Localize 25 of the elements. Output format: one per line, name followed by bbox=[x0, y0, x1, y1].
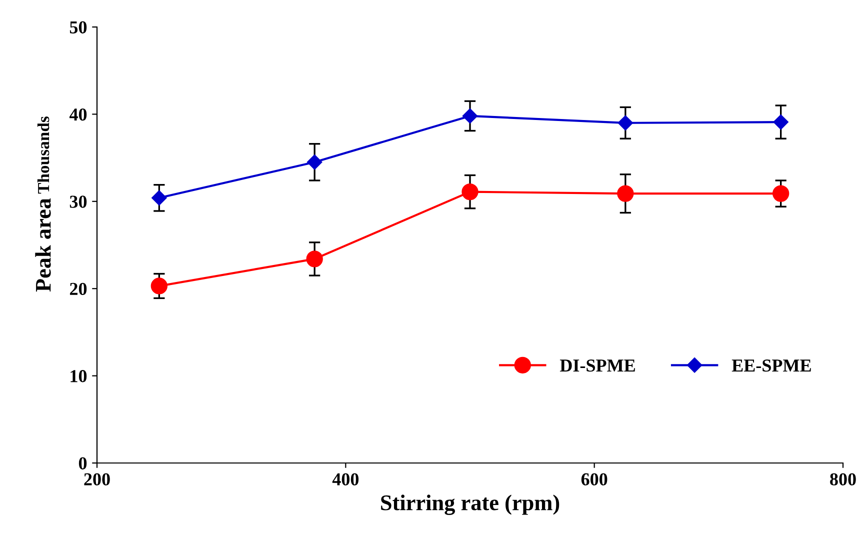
y-tick-label: 20 bbox=[70, 282, 87, 296]
legend-label: EE-SPME bbox=[732, 360, 811, 372]
point bbox=[462, 183, 478, 200]
point bbox=[773, 114, 788, 130]
y-tick-label: 10 bbox=[70, 370, 87, 382]
point bbox=[150, 278, 168, 294]
text: Thousands bbox=[37, 116, 50, 194]
x-tick-label: 800 bbox=[830, 473, 856, 486]
point bbox=[772, 185, 790, 202]
point bbox=[307, 154, 322, 170]
point bbox=[618, 115, 633, 130]
legend-label: DI-SPME bbox=[560, 360, 635, 372]
y-tick-label: 0 bbox=[78, 457, 87, 470]
x-tick-label: 200 bbox=[84, 473, 110, 486]
point bbox=[462, 108, 478, 124]
point bbox=[152, 190, 167, 206]
y-tick-label: 40 bbox=[69, 108, 87, 121]
x-axis-title: Stirring rate (rpm) bbox=[381, 494, 560, 515]
point bbox=[617, 185, 634, 202]
y-tick-label: 50 bbox=[70, 21, 87, 34]
point bbox=[306, 250, 323, 268]
y-axis-title: Peak area bbox=[35, 198, 51, 292]
x-tick-label: 600 bbox=[581, 473, 608, 486]
y-tick-label: 30 bbox=[70, 196, 87, 208]
x-tick-label: 400 bbox=[332, 473, 359, 486]
